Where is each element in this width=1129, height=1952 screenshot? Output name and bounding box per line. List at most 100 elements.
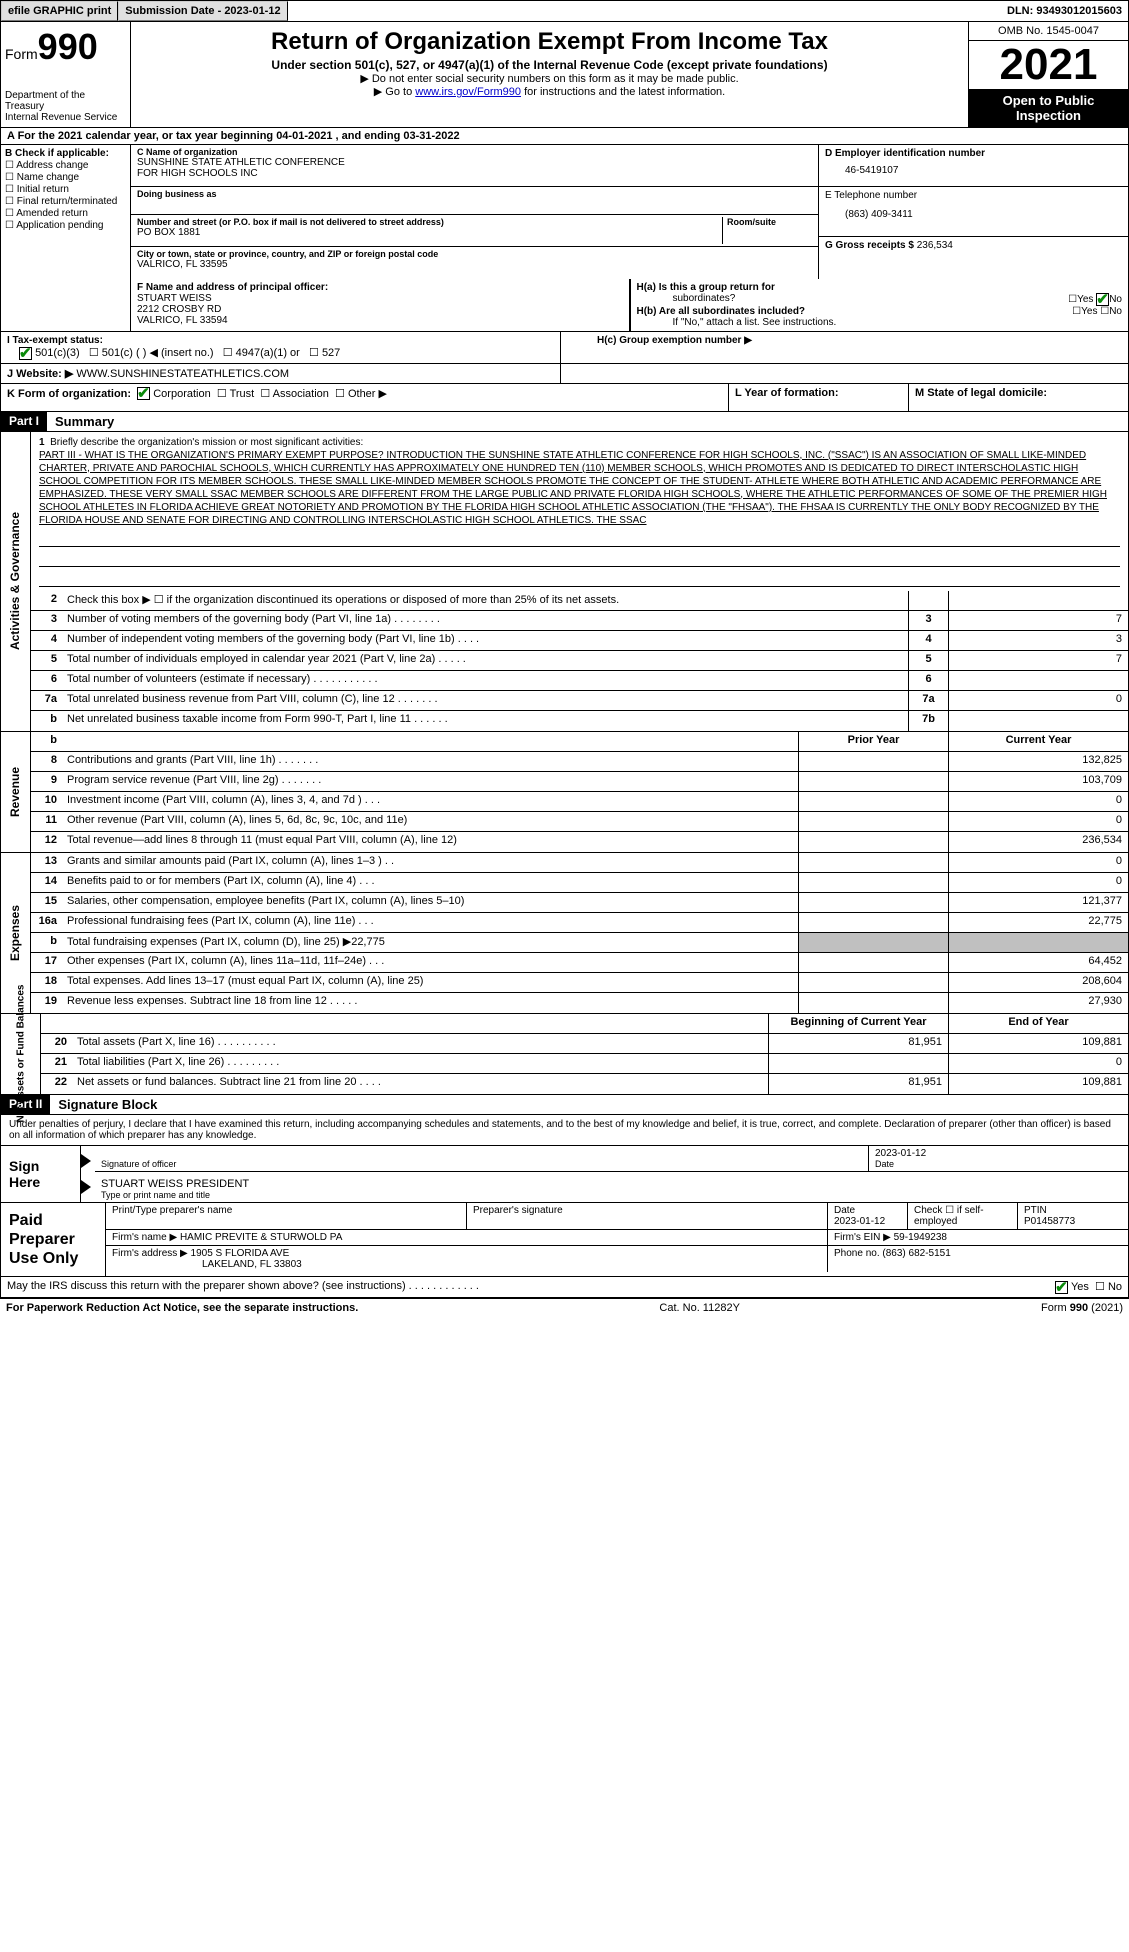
side-label-net-assets: Net Assets or Fund Balances [1,1014,41,1094]
note-goto: ▶ Go to www.irs.gov/Form990 for instruct… [139,85,960,98]
open-public: Open to PublicInspection [969,89,1128,127]
firm-addr2: LAKELAND, FL 33803 [112,1259,302,1270]
org-city: VALRICO, FL 33595 [137,259,812,270]
table-row: bTotal fundraising expenses (Part IX, co… [31,933,1128,953]
prep-sig-label: Preparer's signature [467,1203,828,1229]
col-current-year: Current Year [948,732,1128,751]
col-c-org-info: C Name of organization SUNSHINE STATE AT… [131,145,818,279]
website-url: WWW.SUNSHINESTATEATHLETICS.COM [76,368,289,380]
check-self-employed[interactable]: Check ☐ if self-employed [908,1203,1018,1229]
table-row: 4Number of independent voting members of… [31,631,1128,651]
activities-governance-section: Activities & Governance 1 Briefly descri… [0,432,1129,732]
row-fh: F Name and address of principal officer:… [0,279,1129,332]
signature-block: Under penalties of perjury, I declare th… [0,1115,1129,1298]
cat-no: Cat. No. 11282Y [659,1302,740,1314]
table-row: 21Total liabilities (Part X, line 26) . … [41,1054,1128,1074]
hc-label: H(c) Group exemption number ▶ [597,335,752,346]
table-row: 16aProfessional fundraising fees (Part I… [31,913,1128,933]
paid-preparer-label: Paid Preparer Use Only [1,1203,106,1277]
name-arrow-icon [81,1180,91,1194]
chk-app-pending[interactable]: ☐ Application pending [5,220,126,231]
chk-initial-return[interactable]: ☐ Initial return [5,184,126,195]
table-row: 7aTotal unrelated business revenue from … [31,691,1128,711]
officer-addr2: VALRICO, FL 33594 [137,315,623,326]
row-a-tax-year: A For the 2021 calendar year, or tax yea… [0,128,1129,145]
chk-final-return[interactable]: ☐ Final return/terminated [5,196,126,207]
table-row: 22Net assets or fund balances. Subtract … [41,1074,1128,1094]
signature-arrow-icon [81,1154,91,1168]
chk-corporation[interactable] [137,387,150,400]
paperwork-notice: For Paperwork Reduction Act Notice, see … [6,1302,358,1314]
officer-printed-name: STUART WEISS PRESIDENT [101,1178,1122,1190]
efile-print-button[interactable]: efile GRAPHIC print [1,1,118,21]
row-b-label: b [31,732,61,751]
ein-value: 46-5419107 [825,159,1122,176]
revenue-section: Revenue b Prior Year Current Year 8Contr… [0,732,1129,853]
mission-text: PART III - WHAT IS THE ORGANIZATION'S PR… [39,450,1107,526]
main-title: Return of Organization Exempt From Incom… [139,28,960,56]
telephone: (863) 409-3411 [825,201,1122,220]
firm-ein: 59-1949238 [894,1232,947,1243]
firm-name: HAMIC PREVITE & STURWOLD PA [180,1232,342,1243]
col-d-ein-tel: D Employer identification number 46-5419… [818,145,1128,279]
table-row: 2Check this box ▶ ☐ if the organization … [31,591,1128,611]
form-number: Form990 [5,26,126,68]
firm-addr1: 1905 S FLORIDA AVE [191,1248,290,1259]
table-row: 9Program service revenue (Part VIII, lin… [31,772,1128,792]
col-end-year: End of Year [948,1014,1128,1033]
chk-501c3[interactable] [19,347,32,360]
section-bcd: B Check if applicable: ☐ Address change … [0,145,1129,279]
gross-receipts: 236,534 [917,240,953,251]
footer: For Paperwork Reduction Act Notice, see … [0,1298,1129,1317]
table-row: 14Benefits paid to or for members (Part … [31,873,1128,893]
chk-name-change[interactable]: ☐ Name change [5,172,126,183]
org-address: PO BOX 1881 [137,227,722,238]
chk-address-change[interactable]: ☐ Address change [5,160,126,171]
year-formation: L Year of formation: [728,384,908,411]
table-row: 12Total revenue—add lines 8 through 11 (… [31,832,1128,852]
irs-label: Internal Revenue Service [5,112,126,123]
room-suite-label: Room/suite [727,217,812,227]
ha-no-checkbox[interactable] [1096,293,1109,306]
col-beginning-year: Beginning of Current Year [768,1014,948,1033]
table-row: 8Contributions and grants (Part VIII, li… [31,752,1128,772]
irs-link[interactable]: www.irs.gov/Form990 [415,86,521,98]
dln: DLN: 93493012015603 [1001,1,1128,21]
row-i-exempt: I Tax-exempt status: 501(c)(3) ☐ 501(c) … [0,332,1129,364]
table-row: 15Salaries, other compensation, employee… [31,893,1128,913]
prep-name-label: Print/Type preparer's name [106,1203,467,1229]
table-row: 18Total expenses. Add lines 13–17 (must … [31,973,1128,993]
form-footer: Form 990 (2021) [1041,1302,1123,1314]
table-row: 6Total number of volunteers (estimate if… [31,671,1128,691]
table-row: 17Other expenses (Part IX, column (A), l… [31,953,1128,973]
side-label-revenue: Revenue [1,732,31,852]
table-row: 10Investment income (Part VIII, column (… [31,792,1128,812]
submission-date: Submission Date - 2023-01-12 [118,1,287,21]
expenses-section: Expenses 13Grants and similar amounts pa… [0,853,1129,1014]
side-label-governance: Activities & Governance [1,432,31,731]
officer-addr1: 2212 CROSBY RD [137,304,623,315]
subtitle: Under section 501(c), 527, or 4947(a)(1)… [139,58,960,72]
org-name-2: FOR HIGH SCHOOLS INC [137,168,812,179]
discuss-question: May the IRS discuss this return with the… [7,1280,479,1294]
col-b-checkboxes: B Check if applicable: ☐ Address change … [1,145,131,279]
row-j-website: J Website: ▶ WWW.SUNSHINESTATEATHLETICS.… [0,364,1129,384]
table-row: 5Total number of individuals employed in… [31,651,1128,671]
title-block: Form990 Department of the Treasury Inter… [0,22,1129,128]
net-assets-section: Net Assets or Fund Balances Beginning of… [0,1014,1129,1095]
table-row: bNet unrelated business taxable income f… [31,711,1128,731]
table-row: 13Grants and similar amounts paid (Part … [31,853,1128,873]
part1-header: Part I Summary [0,412,1129,432]
ptin-value: P01458773 [1024,1216,1075,1227]
tax-year: 2021 [969,41,1128,89]
org-name-1: SUNSHINE STATE ATHLETIC CONFERENCE [137,157,812,168]
sign-here-label: Sign Here [1,1146,81,1202]
table-row: 20Total assets (Part X, line 16) . . . .… [41,1034,1128,1054]
prep-date: 2023-01-12 [834,1216,885,1227]
row-klm: K Form of organization: Corporation ☐ Tr… [0,384,1129,412]
chk-amended[interactable]: ☐ Amended return [5,208,126,219]
discuss-yes-checkbox[interactable] [1055,1281,1068,1294]
sig-officer-label: Signature of officer [95,1146,868,1171]
dept-treasury: Department of the Treasury [5,90,126,112]
penalty-statement: Under penalties of perjury, I declare th… [1,1115,1128,1145]
